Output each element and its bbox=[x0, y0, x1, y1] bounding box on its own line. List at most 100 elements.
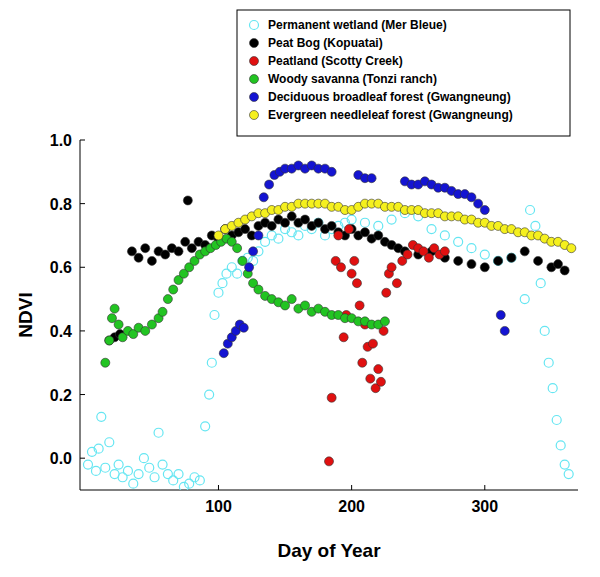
data-point bbox=[387, 263, 396, 272]
y-tick-label: 1.0 bbox=[50, 132, 72, 149]
data-point bbox=[440, 231, 449, 240]
chart-svg: 0.00.20.40.60.81.0100200300Day of YearND… bbox=[0, 0, 600, 577]
data-point bbox=[336, 263, 345, 272]
data-point bbox=[227, 263, 236, 272]
data-point bbox=[163, 295, 172, 304]
y-tick-label: 0.4 bbox=[50, 323, 72, 340]
data-point bbox=[287, 295, 296, 304]
data-point bbox=[179, 482, 188, 490]
data-point bbox=[403, 250, 412, 259]
data-point bbox=[374, 365, 383, 374]
data-point bbox=[190, 473, 199, 482]
data-point bbox=[494, 256, 503, 265]
series-group bbox=[83, 206, 573, 491]
x-tick-label: 100 bbox=[205, 498, 232, 515]
y-tick bbox=[80, 203, 85, 204]
y-tick-label: 0.2 bbox=[50, 387, 72, 404]
data-point bbox=[105, 336, 114, 345]
data-point bbox=[520, 247, 529, 256]
data-point bbox=[440, 247, 449, 256]
y-tick bbox=[80, 267, 85, 268]
plot-area bbox=[83, 161, 575, 490]
data-point bbox=[507, 253, 516, 262]
y-tick-label: 0.6 bbox=[50, 259, 72, 276]
data-point bbox=[564, 470, 573, 479]
y-tick bbox=[80, 330, 85, 331]
data-point bbox=[123, 466, 132, 475]
data-point bbox=[294, 231, 303, 240]
legend-label: Peat Bog (Kopuatai) bbox=[268, 36, 383, 50]
data-point bbox=[254, 231, 263, 240]
data-point bbox=[339, 333, 348, 342]
data-point bbox=[91, 466, 100, 475]
data-point bbox=[105, 336, 114, 345]
data-point bbox=[392, 279, 401, 288]
data-point bbox=[222, 269, 231, 278]
data-point bbox=[218, 279, 227, 288]
data-point bbox=[233, 244, 242, 253]
data-point bbox=[118, 473, 127, 482]
series-group bbox=[101, 234, 390, 367]
legend-marker bbox=[250, 57, 259, 66]
data-point bbox=[548, 384, 557, 393]
x-axis-line bbox=[80, 490, 578, 491]
x-tick-label: 200 bbox=[338, 498, 365, 515]
data-point bbox=[531, 221, 540, 230]
x-tick-label: 300 bbox=[471, 498, 498, 515]
y-tick-label: 0.8 bbox=[50, 196, 72, 213]
legend-label: Peatland (Scotty Creek) bbox=[268, 54, 403, 68]
legend-marker bbox=[250, 93, 259, 102]
data-point bbox=[185, 479, 194, 488]
data-point bbox=[201, 422, 210, 431]
data-point bbox=[207, 358, 216, 367]
x-tick bbox=[218, 485, 219, 490]
data-point bbox=[195, 476, 204, 485]
data-point bbox=[344, 225, 353, 234]
data-point bbox=[110, 304, 119, 313]
data-point bbox=[327, 167, 336, 176]
data-point bbox=[97, 412, 106, 421]
data-point bbox=[105, 438, 114, 447]
data-point bbox=[158, 307, 167, 316]
data-point bbox=[205, 390, 214, 399]
data-point bbox=[239, 323, 248, 332]
data-point bbox=[139, 454, 148, 463]
data-point bbox=[347, 215, 356, 224]
series-group bbox=[105, 196, 569, 345]
series-group bbox=[214, 199, 576, 253]
data-point bbox=[536, 279, 545, 288]
data-point bbox=[500, 326, 509, 335]
data-point bbox=[174, 247, 183, 256]
data-point bbox=[480, 206, 489, 215]
data-point bbox=[454, 237, 463, 246]
data-point bbox=[534, 256, 543, 265]
data-point bbox=[507, 253, 516, 262]
data-point bbox=[374, 221, 383, 230]
data-point bbox=[494, 256, 503, 265]
data-point bbox=[366, 374, 375, 383]
legend-marker bbox=[250, 75, 259, 84]
data-point bbox=[147, 256, 156, 265]
data-point bbox=[560, 266, 569, 275]
data-point bbox=[134, 253, 143, 262]
data-point bbox=[158, 460, 167, 469]
data-point bbox=[560, 460, 569, 469]
data-point bbox=[169, 285, 178, 294]
data-point bbox=[355, 301, 364, 310]
y-tick bbox=[80, 458, 85, 459]
data-point bbox=[249, 247, 258, 256]
y-axis-label: NDVI bbox=[15, 292, 36, 337]
data-point bbox=[265, 180, 274, 189]
data-point bbox=[360, 218, 369, 227]
y-tick-label: 0.0 bbox=[50, 450, 72, 467]
legend-label: Evergreen needleleaf forest (Gwangneung) bbox=[268, 108, 513, 122]
data-point bbox=[219, 349, 228, 358]
data-point bbox=[150, 473, 159, 482]
data-point bbox=[83, 460, 92, 469]
data-point bbox=[163, 470, 172, 479]
data-point bbox=[544, 358, 553, 367]
legend-box bbox=[237, 10, 570, 136]
data-point bbox=[141, 244, 150, 253]
y-tick bbox=[80, 140, 85, 141]
data-point bbox=[174, 470, 183, 479]
